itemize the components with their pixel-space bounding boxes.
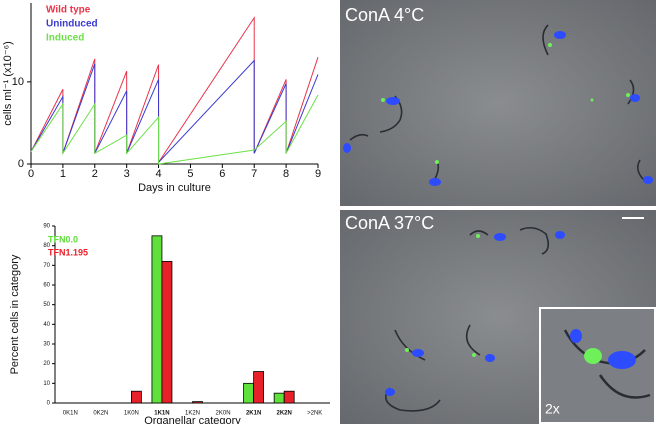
x-tick-label: 7 bbox=[251, 168, 257, 180]
y-tick-label: 90 bbox=[43, 224, 50, 230]
x-tick-label: 1K0N bbox=[124, 411, 139, 417]
bar bbox=[151, 235, 163, 404]
x-tick-label: 3 bbox=[124, 168, 130, 180]
y-tick-label: 20 bbox=[43, 361, 50, 367]
legend-label: TFN1.195 bbox=[48, 247, 88, 257]
x-tick-label: >2NK bbox=[307, 411, 322, 417]
bar bbox=[192, 401, 203, 404]
bar bbox=[253, 371, 265, 404]
y-tick-label: 30 bbox=[43, 342, 50, 348]
x-tick-label: 5 bbox=[187, 168, 193, 180]
y-tick-label: 50 bbox=[43, 302, 50, 308]
y-tick-label: 0 bbox=[18, 158, 24, 170]
x-tick-label: 1 bbox=[60, 168, 66, 180]
axes bbox=[54, 226, 330, 404]
y-axis-label: cells ml⁻¹ (x10⁻⁶) bbox=[2, 41, 14, 126]
x-tick-label: 0K2N bbox=[93, 411, 108, 417]
inset-label: 2x bbox=[545, 401, 560, 417]
x-tick-label: 2K2N bbox=[276, 411, 291, 417]
y-tick-label: 0 bbox=[47, 401, 51, 407]
x-axis-label: Days in culture bbox=[138, 182, 211, 194]
y-tick-label: 80 bbox=[43, 243, 50, 249]
x-tick-label: 0K1N bbox=[63, 411, 78, 417]
y-tick-label: 60 bbox=[43, 283, 50, 289]
bar bbox=[161, 260, 173, 404]
x-tick-label: 1K1N bbox=[154, 411, 169, 417]
legend-label: TFN0.0 bbox=[48, 234, 78, 244]
micrograph-top: ConA 4°C bbox=[340, 0, 656, 206]
series-line bbox=[30, 59, 319, 164]
micrograph-bottom: ConA 37°C 2x bbox=[340, 210, 656, 424]
x-tick-label: 6 bbox=[219, 168, 225, 180]
x-tick-label: 4 bbox=[155, 168, 161, 180]
x-tick-label: 0 bbox=[28, 168, 34, 180]
x-tick-label: 2 bbox=[92, 168, 98, 180]
bar bbox=[283, 390, 295, 404]
y-tick-label: 10 bbox=[12, 76, 24, 88]
image-label: ConA 4°C bbox=[345, 5, 424, 25]
bar bbox=[130, 390, 142, 404]
legend-label: Wild type bbox=[46, 5, 91, 16]
x-tick-label: 2K0N bbox=[216, 411, 231, 417]
x-tick-label: 9 bbox=[315, 168, 321, 180]
x-axis-label: Organellar category bbox=[144, 415, 241, 424]
y-tick-label: 70 bbox=[43, 263, 50, 269]
image-label: ConA 37°C bbox=[345, 213, 434, 233]
bar bbox=[243, 382, 255, 404]
y-tick-label: 10 bbox=[43, 381, 50, 387]
legend-label: Induced bbox=[46, 33, 84, 44]
y-tick-label: 40 bbox=[43, 322, 50, 328]
x-tick-label: 1K2N bbox=[185, 411, 200, 417]
x-tick-label: 8 bbox=[283, 168, 289, 180]
y-axis-label: Percent cells in category bbox=[9, 254, 21, 374]
legend-label: Uninduced bbox=[46, 19, 98, 30]
x-tick-label: 2K1N bbox=[246, 411, 261, 417]
bar bbox=[273, 392, 285, 404]
series-line bbox=[30, 94, 319, 165]
